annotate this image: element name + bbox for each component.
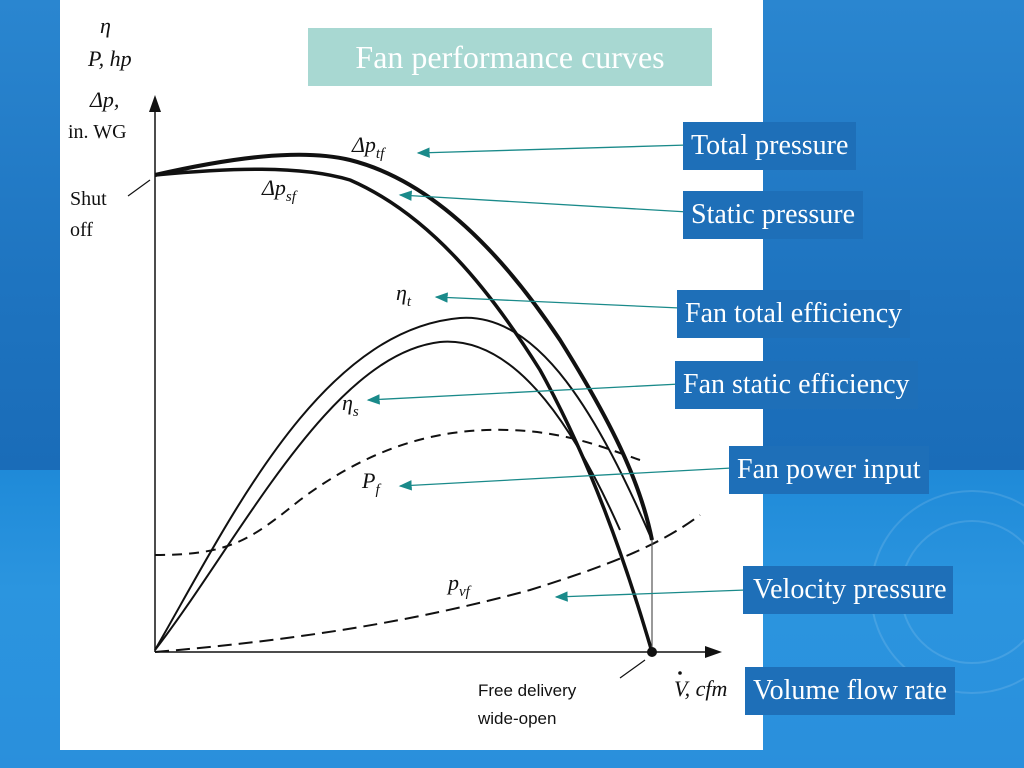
total-efficiency-curve — [154, 316, 653, 651]
velocity-pressure-curve-label: pvf — [446, 570, 472, 600]
y-axis-label-power: P, hp — [87, 46, 132, 71]
y-axis-arrow — [149, 95, 161, 112]
callout-static-pressure: Static pressure — [683, 191, 864, 239]
static-pressure-curve-label: Δpsf — [261, 175, 298, 205]
total-efficiency-arrow — [434, 292, 681, 309]
static-pressure-curve — [154, 167, 654, 653]
callout-volume-flow-rate: Volume flow rate — [745, 667, 955, 715]
static-efficiency-curve — [154, 340, 621, 651]
static-pressure-arrow — [398, 190, 689, 213]
slide-title: Fan performance curves — [308, 28, 712, 86]
fan-power-arrow — [398, 467, 733, 491]
velocity-pressure-curve — [154, 514, 701, 653]
free-delivery-label-line2: wide-open — [477, 709, 556, 728]
x-axis-label: V, cfm — [674, 676, 727, 701]
free-delivery-label-line1: Free delivery — [478, 681, 577, 700]
x-axis-arrow — [705, 646, 722, 658]
diagram-panel — [60, 0, 763, 750]
callout-velocity-pressure: Velocity pressure — [743, 566, 953, 614]
shut-off-label-line1: Shut — [70, 188, 107, 210]
total-pressure-curve — [154, 152, 654, 541]
x-axis-label-dot — [678, 671, 682, 675]
static-efficiency-curve-label: ηs — [342, 390, 359, 420]
fan-power-curve-label: Pf — [361, 468, 381, 498]
y-axis-label-dp: Δp, — [89, 87, 119, 112]
fan-power-curve — [154, 428, 641, 556]
free-delivery-leader — [619, 659, 646, 679]
callout-fan-static-efficiency: Fan static efficiency — [675, 361, 918, 409]
shut-off-label-line2: off — [70, 219, 93, 241]
total-pressure-arrow — [416, 144, 689, 158]
velocity-pressure-arrow — [554, 589, 747, 602]
static-efficiency-arrow — [366, 383, 681, 405]
callout-fan-total-efficiency: Fan total efficiency — [677, 290, 911, 338]
free-delivery-point — [647, 647, 657, 657]
y-axis-label-eta: η — [100, 13, 111, 38]
callout-total-pressure: Total pressure — [683, 122, 857, 170]
shut-off-leader — [127, 179, 151, 197]
total-efficiency-curve-label: ηt — [396, 280, 412, 310]
y-axis-label-unit: in. WG — [68, 121, 127, 143]
callout-fan-power-input: Fan power input — [729, 446, 929, 494]
total-pressure-curve-label: Δptf — [351, 132, 386, 162]
